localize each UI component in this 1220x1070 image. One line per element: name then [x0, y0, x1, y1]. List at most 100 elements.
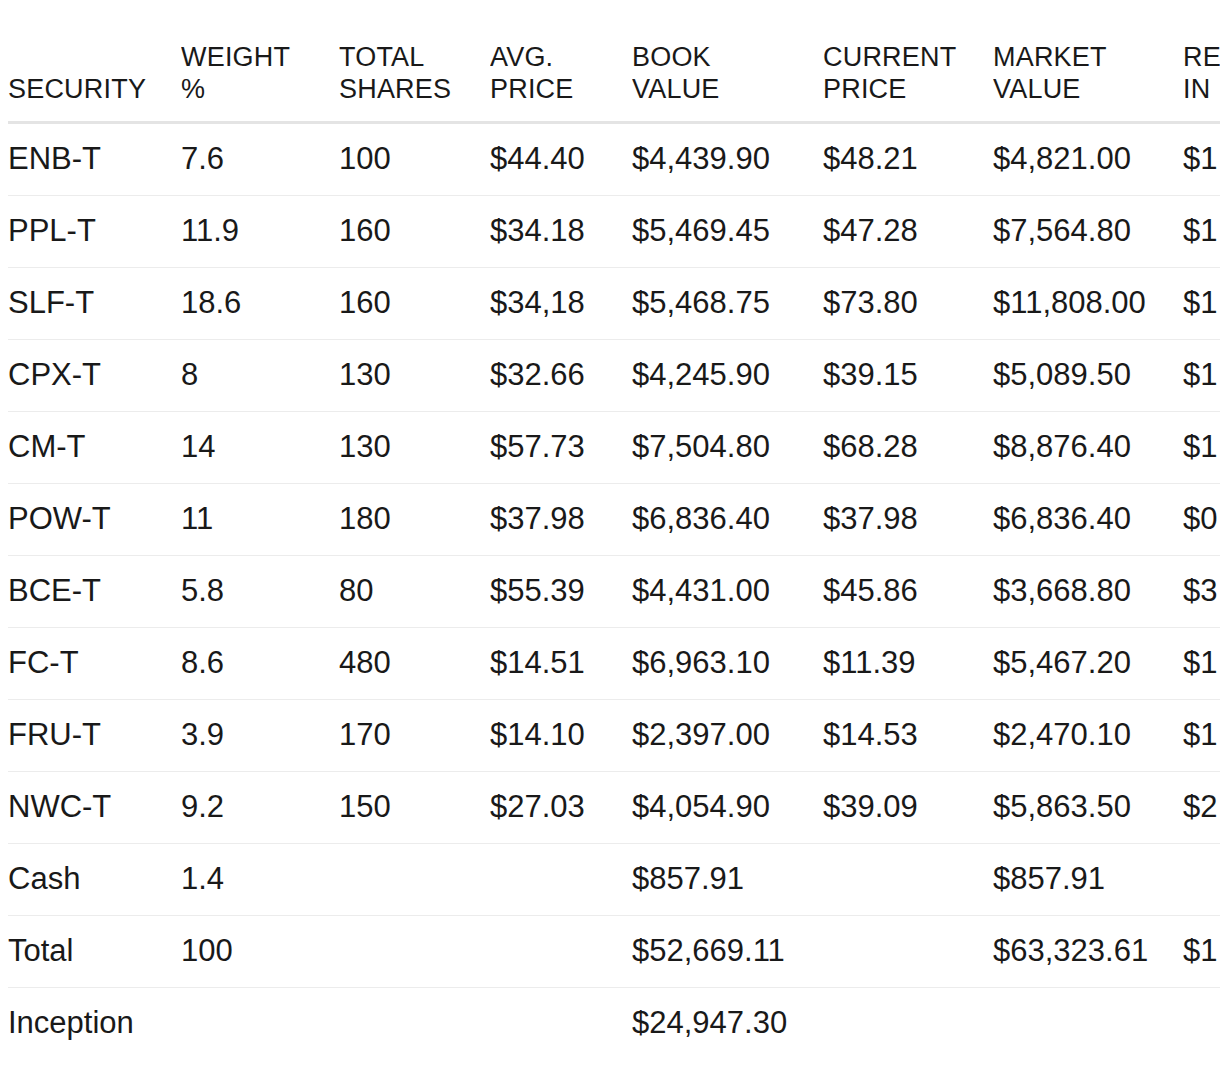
- table-row: CPX-T8130$32.66$4,245.90$39.15$5,089.50$…: [8, 340, 1220, 412]
- table-cell: 8: [181, 357, 339, 393]
- security-label: CM-T: [8, 429, 181, 465]
- table-cell: $4,439.90: [632, 141, 823, 177]
- table-row: ENB-T7.6100$44.40$4,439.90$48.21$4,821.0…: [8, 124, 1220, 196]
- table-cell: 180: [339, 501, 490, 537]
- table-cell: 130: [339, 357, 490, 393]
- table-cell: $14.51: [490, 645, 632, 681]
- table-cell: $2,470.10: [993, 717, 1183, 753]
- table-row: BCE-T5.880$55.39$4,431.00$45.86$3,668.80…: [8, 556, 1220, 628]
- table-cell: 18.6: [181, 285, 339, 321]
- table-cell: $2,397.00: [632, 717, 823, 753]
- table-cell: $4,431.00: [632, 573, 823, 609]
- table-cell: 5.8: [181, 573, 339, 609]
- security-label: ENB-T: [8, 141, 181, 177]
- table-row: NWC-T9.2150$27.03$4,054.90$39.09$5,863.5…: [8, 772, 1220, 844]
- table-cell: $7,564.80: [993, 213, 1183, 249]
- table-cell: $27.03: [490, 789, 632, 825]
- table-cell: $32.66: [490, 357, 632, 393]
- table-row: Total100$52,669.11$63,323.61$1: [8, 916, 1220, 988]
- table-cell: 11: [181, 501, 339, 537]
- security-label: Total: [8, 933, 181, 969]
- table-cell: $8,876.40: [993, 429, 1183, 465]
- table-cell: 160: [339, 213, 490, 249]
- table-cell: $857.91: [632, 861, 823, 897]
- table-cell: 150: [339, 789, 490, 825]
- table-row: FRU-T3.9170$14.10$2,397.00$14.53$2,470.1…: [8, 700, 1220, 772]
- table-cell: $1: [1183, 645, 1220, 681]
- table-cell: $6,836.40: [632, 501, 823, 537]
- table-cell: $11.39: [823, 645, 993, 681]
- table-cell: $37.98: [490, 501, 632, 537]
- table-cell: 160: [339, 285, 490, 321]
- table-cell: 11.9: [181, 213, 339, 249]
- table-cell: 100: [339, 141, 490, 177]
- table-cell: $55.39: [490, 573, 632, 609]
- table-cell: $857.91: [993, 861, 1183, 897]
- table-row: SLF-T18.6160$34,18$5,468.75$73.80$11,808…: [8, 268, 1220, 340]
- table-cell: $39.15: [823, 357, 993, 393]
- table-cell: $44.40: [490, 141, 632, 177]
- table-cell: $1: [1183, 213, 1220, 249]
- table-cell: $7,504.80: [632, 429, 823, 465]
- table-cell: $6,963.10: [632, 645, 823, 681]
- column-header-return-clipped: REIN: [1183, 42, 1220, 106]
- table-cell: $4,821.00: [993, 141, 1183, 177]
- table-cell: $47.28: [823, 213, 993, 249]
- table-cell: $73.80: [823, 285, 993, 321]
- table-cell: $63,323.61: [993, 933, 1183, 969]
- table-cell: $34,18: [490, 285, 632, 321]
- security-label: Cash: [8, 861, 181, 897]
- table-cell: $5,469.45: [632, 213, 823, 249]
- table-cell: $3,668.80: [993, 573, 1183, 609]
- table-cell: $1: [1183, 933, 1220, 969]
- table-cell: $5,089.50: [993, 357, 1183, 393]
- table-cell: 8.6: [181, 645, 339, 681]
- column-header-current-price: CURRENTPRICE: [823, 42, 993, 106]
- security-label: FRU-T: [8, 717, 181, 753]
- column-header-weight-pct: WEIGHT%: [181, 42, 339, 106]
- table-cell: $45.86: [823, 573, 993, 609]
- table-cell: $0: [1183, 501, 1220, 537]
- table-cell: 9.2: [181, 789, 339, 825]
- table-cell: $5,467.20: [993, 645, 1183, 681]
- column-header-market-value: MARKETVALUE: [993, 42, 1183, 106]
- table-cell: $2: [1183, 789, 1220, 825]
- table-cell: $5,468.75: [632, 285, 823, 321]
- table-cell: 170: [339, 717, 490, 753]
- column-header-total-shares: TOTALSHARES: [339, 42, 490, 106]
- table-cell: $4,245.90: [632, 357, 823, 393]
- table-cell: $14.10: [490, 717, 632, 753]
- table-cell: 7.6: [181, 141, 339, 177]
- security-label: PPL-T: [8, 213, 181, 249]
- table-cell: $34.18: [490, 213, 632, 249]
- table-cell: $1: [1183, 357, 1220, 393]
- table-cell: 3.9: [181, 717, 339, 753]
- table-cell: $48.21: [823, 141, 993, 177]
- table-cell: 130: [339, 429, 490, 465]
- security-label: CPX-T: [8, 357, 181, 393]
- table-row: PPL-T11.9160$34.18$5,469.45$47.28$7,564.…: [8, 196, 1220, 268]
- table-row: POW-T11180$37.98$6,836.40$37.98$6,836.40…: [8, 484, 1220, 556]
- table-row: CM-T14130$57.73$7,504.80$68.28$8,876.40$…: [8, 412, 1220, 484]
- table-cell: $39.09: [823, 789, 993, 825]
- table-cell: 480: [339, 645, 490, 681]
- table-cell: 80: [339, 573, 490, 609]
- column-header-book-value: BOOKVALUE: [632, 42, 823, 106]
- table-cell: $57.73: [490, 429, 632, 465]
- table-cell: $3: [1183, 573, 1220, 609]
- table-row: FC-T8.6480$14.51$6,963.10$11.39$5,467.20…: [8, 628, 1220, 700]
- security-label: FC-T: [8, 645, 181, 681]
- table-header-row: SECURITYWEIGHT%TOTALSHARESAVG.PRICEBOOKV…: [8, 0, 1220, 124]
- table-cell: 100: [181, 933, 339, 969]
- table-cell: $1: [1183, 285, 1220, 321]
- table-cell: 1.4: [181, 861, 339, 897]
- table-cell: $1: [1183, 429, 1220, 465]
- table-cell: $11,808.00: [993, 285, 1183, 321]
- security-label: Inception: [8, 1005, 181, 1041]
- table-cell: $24,947.30: [632, 1005, 823, 1041]
- table-cell: $14.53: [823, 717, 993, 753]
- table-cell: $1: [1183, 717, 1220, 753]
- security-label: POW-T: [8, 501, 181, 537]
- security-label: NWC-T: [8, 789, 181, 825]
- portfolio-holdings-table: SECURITYWEIGHT%TOTALSHARESAVG.PRICEBOOKV…: [0, 0, 1220, 1070]
